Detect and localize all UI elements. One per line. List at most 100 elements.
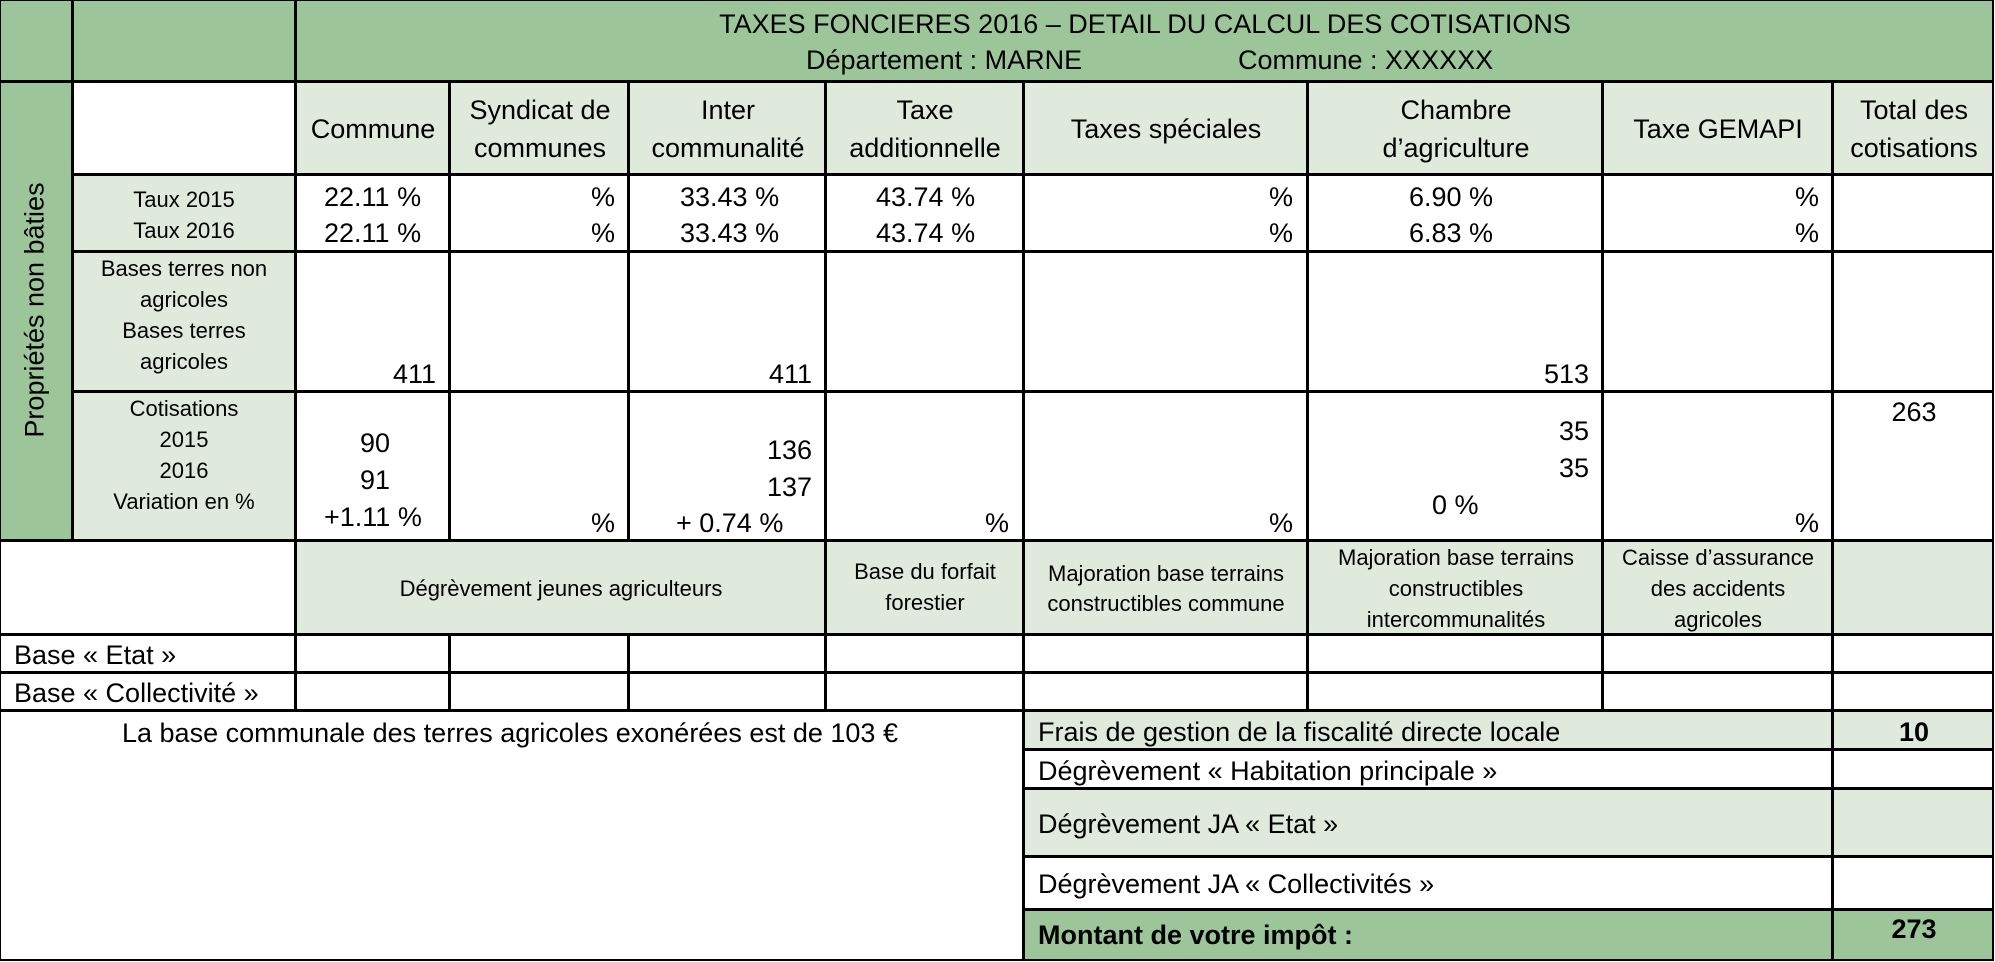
- cotisations-inter-2016: 137: [766, 472, 812, 502]
- base-etat-cell: [825, 634, 1024, 673]
- cotisations-inter-2015: 136: [766, 435, 812, 465]
- lower-blank-cell: [0, 540, 296, 635]
- page-title: TAXES FONCIERES 2016 – DETAIL DU CALCUL …: [719, 9, 1571, 39]
- cotisations-gemapi-value: %: [1794, 508, 1819, 538]
- base-etat-cell: [1602, 634, 1833, 673]
- cotisations-inter-variation: + 0.74 %: [676, 508, 784, 538]
- taux-commune-cell: [295, 174, 450, 252]
- taux-gemapi-2016: %: [1794, 218, 1819, 248]
- ja-collectivites-value-cell: [1832, 856, 1994, 910]
- maj-interco-label-3: intercommunalités: [1366, 607, 1546, 632]
- base-etat-cell: [628, 634, 826, 673]
- taux-syndicat-2016: %: [590, 218, 615, 248]
- montant-value: 273: [1891, 914, 1937, 944]
- taux-chambre-2016: 6.83 %: [1409, 218, 1494, 248]
- bases-commune-value: 411: [392, 359, 436, 389]
- frais-label: Frais de gestion de la fiscalité directe…: [1038, 717, 1561, 747]
- col-taxe-add-label-1: Taxe: [896, 95, 954, 125]
- cotisations-commune-2015: 90: [360, 428, 391, 458]
- col-header-chambre: [1307, 81, 1603, 175]
- bases-syndicat-cell: [449, 251, 629, 392]
- cotisations-speciales-value: %: [1268, 508, 1293, 538]
- col-header-taxe-add: [825, 81, 1024, 175]
- taux-inter-2016: 33.43 %: [680, 218, 780, 248]
- taux-2015-label: Taux 2015: [133, 187, 235, 212]
- cotisations-total-value: 263: [1891, 397, 1937, 427]
- blank-header-cell: [72, 81, 296, 175]
- habitation-label: Dégrèvement « Habitation principale »: [1038, 756, 1498, 786]
- lower-header-maj-commune: [1023, 540, 1308, 635]
- lower-header-forfait: [825, 540, 1024, 635]
- bases-inter-value: 411: [768, 359, 812, 389]
- base-collectivite-label: Base « Collectivité »: [14, 678, 259, 708]
- caisse-label-2: des accidents: [1650, 576, 1786, 601]
- bases-label-cell: [72, 251, 296, 392]
- habitation-value-cell: [1832, 749, 1994, 789]
- base-collectivite-label-cell: [0, 672, 296, 711]
- cotisations-commune-2016: 91: [360, 465, 391, 495]
- taux-gemapi-2015: %: [1794, 182, 1819, 212]
- col-inter-label-2: communalité: [651, 133, 805, 163]
- forfait-label-1: Base du forfait: [854, 559, 996, 584]
- exempt-base-note: La base communale des terres agricoles e…: [122, 718, 898, 748]
- lower-header-blank: [1832, 540, 1994, 635]
- base-etat-cell: [1023, 634, 1308, 673]
- base-collectivite-cell: [1602, 672, 1833, 711]
- cotisations-label-4: Variation en %: [113, 489, 255, 514]
- taux-2016-label: Taux 2016: [133, 218, 235, 243]
- cotisations-label-2: 2015: [159, 427, 209, 452]
- cotisations-syndicat-value: %: [590, 508, 615, 538]
- frais-label-cell: [1023, 710, 1833, 750]
- commune-label: Commune : XXXXXX: [1238, 45, 1494, 75]
- col-header-gemapi: [1602, 81, 1833, 175]
- col-taxe-add-label-2: additionnelle: [849, 133, 1001, 163]
- montant-label: Montant de votre impôt :: [1038, 920, 1353, 950]
- taux-inter-2015: 33.43 %: [680, 182, 780, 212]
- cotisations-inter-cell: [628, 391, 826, 541]
- cotisations-chambre-variation: 0 %: [1432, 490, 1479, 520]
- bases-speciales-cell: [1023, 251, 1308, 392]
- taux-speciales-cell: [1023, 174, 1308, 252]
- taux-commune-2016: 22.11 %: [324, 218, 422, 248]
- taux-commune-2015: 22.11 %: [324, 182, 422, 212]
- cotisations-chambre-cell: [1307, 391, 1603, 541]
- cotisations-speciales-cell: [1023, 391, 1308, 541]
- col-speciales-label: Taxes spéciales: [1070, 114, 1262, 144]
- cotisations-label-1: Cotisations: [129, 396, 239, 421]
- bases-chambre-value: 513: [1543, 359, 1589, 389]
- base-etat-cell: [295, 634, 450, 673]
- bases-gemapi-cell: [1602, 251, 1833, 392]
- col-inter-label-1: Inter: [700, 95, 756, 125]
- cotisations-total-cell: [1832, 391, 1994, 541]
- base-collectivite-cell: [628, 672, 826, 711]
- departement-label: Département : MARNE: [806, 45, 1083, 75]
- col-header-speciales: [1023, 81, 1308, 175]
- header-corner-cell: [0, 0, 73, 82]
- taux-total-cell: [1832, 174, 1994, 252]
- bases-label-1: Bases terres non: [100, 256, 268, 281]
- taux-taxe-add-2015: 43.74 %: [876, 182, 976, 212]
- col-chambre-label-2: d’agriculture: [1382, 133, 1530, 163]
- maj-commune-label-2: constructibles commune: [1047, 591, 1285, 616]
- bases-inter-cell: [628, 251, 826, 392]
- ja-etat-label: Dégrèvement JA « Etat »: [1038, 809, 1339, 839]
- taux-gemapi-cell: [1602, 174, 1833, 252]
- frais-value: 10: [1898, 717, 1930, 747]
- maj-commune-label-1: Majoration base terrains: [1047, 561, 1285, 586]
- cotisations-chambre-2015: 35: [1558, 416, 1589, 446]
- taux-speciales-2015: %: [1268, 182, 1293, 212]
- side-label: Propriétés non bâties: [19, 182, 50, 438]
- cotisations-commune-variation: +1.11 %: [324, 502, 422, 532]
- col-total-label-2: cotisations: [1850, 133, 1978, 163]
- base-collectivite-cell: [295, 672, 450, 711]
- note-cell: [0, 710, 1024, 961]
- cotisations-taxe-add-value: %: [984, 508, 1009, 538]
- col-commune-label: Commune: [310, 114, 436, 144]
- base-collectivite-cell: [825, 672, 1024, 711]
- taux-taxe-add-2016: 43.74 %: [876, 218, 976, 248]
- base-collectivite-cell: [1307, 672, 1603, 711]
- col-total-label-1: Total des: [1859, 95, 1969, 125]
- cotisations-chambre-2016: 35: [1558, 453, 1589, 483]
- montant-label-cell: [1023, 909, 1833, 961]
